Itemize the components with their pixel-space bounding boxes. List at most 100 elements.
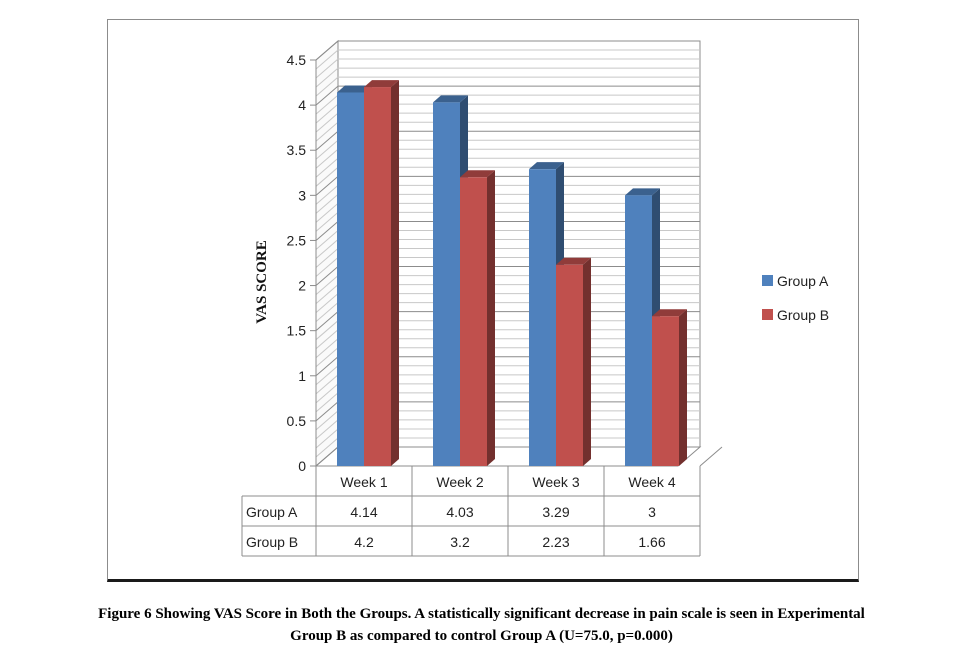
y-tick-label: 4 <box>298 97 306 113</box>
gridline-side <box>315 58 339 79</box>
bar <box>529 169 556 466</box>
gridline-side <box>315 139 339 160</box>
legend-label: Group B <box>777 307 829 323</box>
gridline-side <box>315 239 339 259</box>
x-category-label: Week 3 <box>532 474 579 490</box>
gridline-side <box>315 428 339 449</box>
table-cell: 3.2 <box>450 534 470 550</box>
gridline-side <box>315 175 339 196</box>
bar-top <box>625 188 660 196</box>
gridline-side <box>315 193 339 214</box>
gridline-side <box>315 76 339 97</box>
gridline-side <box>315 40 339 61</box>
bars <box>337 80 687 467</box>
gridline-side <box>315 374 339 395</box>
table-row-header: Group B <box>246 534 298 550</box>
x-category-label: Week 2 <box>436 474 483 490</box>
bar-top <box>652 309 687 317</box>
figure-caption: Figure 6 Showing VAS Score in Both the G… <box>0 603 963 647</box>
legend-swatch <box>762 275 773 286</box>
gridline-side <box>315 85 339 106</box>
gridline-side <box>315 103 339 124</box>
table-cell: 3.29 <box>542 504 569 520</box>
bar <box>460 177 487 467</box>
table-cell: 3 <box>648 504 656 520</box>
y-tick-label: 1.5 <box>287 323 307 339</box>
gridline-side <box>315 230 339 250</box>
bar-top <box>433 95 468 103</box>
gridline-side <box>315 157 339 178</box>
gridline-side <box>315 446 339 467</box>
y-axis-label: VAS SCORE <box>254 240 270 324</box>
gridline-side <box>315 94 339 115</box>
caption-line-2: Group B as compared to control Group A (… <box>290 628 673 644</box>
bar-top <box>337 85 372 93</box>
bar <box>556 264 583 466</box>
gridline-side <box>315 329 339 350</box>
bar-side <box>679 309 687 466</box>
data-table: Week 1 Week 2 Week 3 Week 4 Group A 4.14 4.03 3… <box>241 446 723 557</box>
bar-top <box>529 162 564 170</box>
table-cell: 4.14 <box>350 504 377 520</box>
table-line <box>699 446 723 467</box>
gridline-side <box>315 437 339 458</box>
gridline-side <box>315 184 339 205</box>
table-cell: 4.2 <box>354 534 374 550</box>
gridline-side <box>315 284 339 304</box>
y-axis-ticks: 0 0.5 1 1.5 2 2.5 3 3.5 4 4.5 <box>287 52 317 474</box>
gridline-side <box>315 212 339 232</box>
table-row-header: Group A <box>246 504 298 520</box>
gridline-side <box>315 130 339 151</box>
gridline-side <box>315 293 339 314</box>
gridline-side <box>315 67 339 88</box>
table-cell: 4.03 <box>446 504 473 520</box>
bar-top <box>460 170 495 178</box>
y-tick-label: 1 <box>298 368 306 384</box>
bar <box>652 316 679 466</box>
bar-top <box>556 257 591 265</box>
gridline-side <box>315 166 339 187</box>
legend-swatch <box>762 309 773 320</box>
gridline-side <box>315 112 339 133</box>
y-tick-label: 0 <box>298 458 306 474</box>
bar-side <box>487 170 495 467</box>
gridline-side <box>315 221 339 241</box>
gridline-side <box>315 338 339 359</box>
bar <box>625 195 652 467</box>
legend-label: Group A <box>777 273 829 289</box>
gridline-side <box>315 392 339 413</box>
table-cell: 1.66 <box>638 534 665 550</box>
table-cell: 2.23 <box>542 534 569 550</box>
gridline-side <box>315 401 339 422</box>
gridline-side <box>315 275 339 295</box>
gridline-side <box>315 410 339 431</box>
y-tick-label: 4.5 <box>287 52 307 68</box>
bar-side <box>583 257 591 466</box>
gridline-side <box>315 302 339 323</box>
gridline-side <box>315 266 339 286</box>
bar-top <box>364 80 399 88</box>
y-tick-label: 2.5 <box>287 232 307 248</box>
gridline-side <box>315 365 339 386</box>
legend: Group A Group B <box>762 273 829 323</box>
gridline-side <box>315 248 339 268</box>
bar <box>337 92 364 466</box>
gridline-side <box>315 49 339 70</box>
gridline-side <box>315 203 339 223</box>
y-tick-label: 3.5 <box>287 142 307 158</box>
caption-line-1: Figure 6 Showing VAS Score in Both the G… <box>98 606 865 622</box>
y-tick-label: 3 <box>298 187 306 203</box>
gridline-side <box>315 311 339 332</box>
gridline-side <box>315 320 339 341</box>
x-category-label: Week 1 <box>340 474 387 490</box>
gridline-side <box>315 419 339 440</box>
gridline-side <box>315 121 339 142</box>
x-category-label: Week 4 <box>628 474 675 490</box>
gridline-side <box>315 347 339 368</box>
gridline-side <box>315 148 339 169</box>
y-tick-label: 0.5 <box>287 413 307 429</box>
y-tick-label: 2 <box>298 278 306 294</box>
bar <box>364 87 391 467</box>
